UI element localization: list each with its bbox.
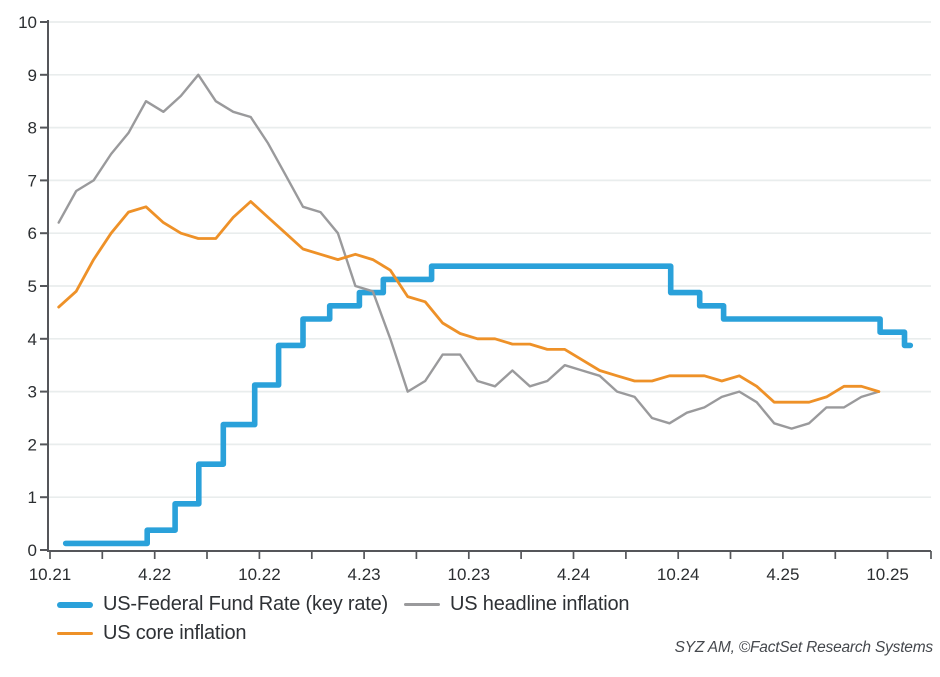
headline-inflation-line-swatch <box>404 603 441 606</box>
legend-row-1: US-Federal Fund Rate (key rate) US headl… <box>57 590 629 619</box>
fed-rate-vs-inflation-chart: 0 1 2 3 4 5 6 7 8 9 10 10.21 4.22 10.22 4.23 10.23 4.24 1… <box>18 13 932 584</box>
x-axis-tick-label: 4.23 <box>348 565 381 584</box>
x-axis-tick-label: 10.21 <box>29 565 72 584</box>
y-axis-tick-label: 1 <box>28 488 37 507</box>
y-axis-tick-label: 6 <box>28 224 37 243</box>
y-axis-tick-label: 7 <box>28 171 37 190</box>
y-axis-tick-label: 9 <box>28 66 37 85</box>
core-inflation-legend-label: US core inflation <box>103 622 247 644</box>
y-axis-tick-label: 5 <box>28 277 37 296</box>
core-inflation-line <box>57 200 881 404</box>
headline-inflation-line <box>57 73 881 430</box>
core-inflation-line-swatch <box>57 632 93 635</box>
legend-row-2: US core inflation <box>57 619 629 648</box>
x-axis-tick-label: 10.25 <box>866 565 909 584</box>
x-axis-tick-label: 10.22 <box>238 565 281 584</box>
fed-funds-line-swatch <box>57 601 93 608</box>
fed-funds-rate-line <box>62 263 914 547</box>
y-axis-tick-label: 8 <box>28 119 37 138</box>
fed-funds-legend-label: US-Federal Fund Rate (key rate) <box>103 593 389 615</box>
x-axis-tick-label: 4.25 <box>766 565 799 584</box>
x-axis-tick-label: 10.23 <box>448 565 491 584</box>
y-axis-tick-label: 2 <box>28 435 37 454</box>
y-axis-tick-label: 0 <box>28 541 37 560</box>
x-axis-tick-label: 10.24 <box>657 565 700 584</box>
x-axis-tick-label: 4.22 <box>138 565 171 584</box>
y-axis-tick-label: 3 <box>28 383 37 402</box>
headline-inflation-legend-label: US headline inflation <box>450 593 630 615</box>
chart-legend: US-Federal Fund Rate (key rate) US headl… <box>57 590 629 648</box>
x-axis-tick-label: 4.24 <box>557 565 590 584</box>
y-axis-tick-label: 10 <box>18 13 37 32</box>
y-axis-tick-label: 4 <box>28 330 37 349</box>
source-attribution: SYZ AM, ©FactSet Research Systems <box>674 639 934 656</box>
